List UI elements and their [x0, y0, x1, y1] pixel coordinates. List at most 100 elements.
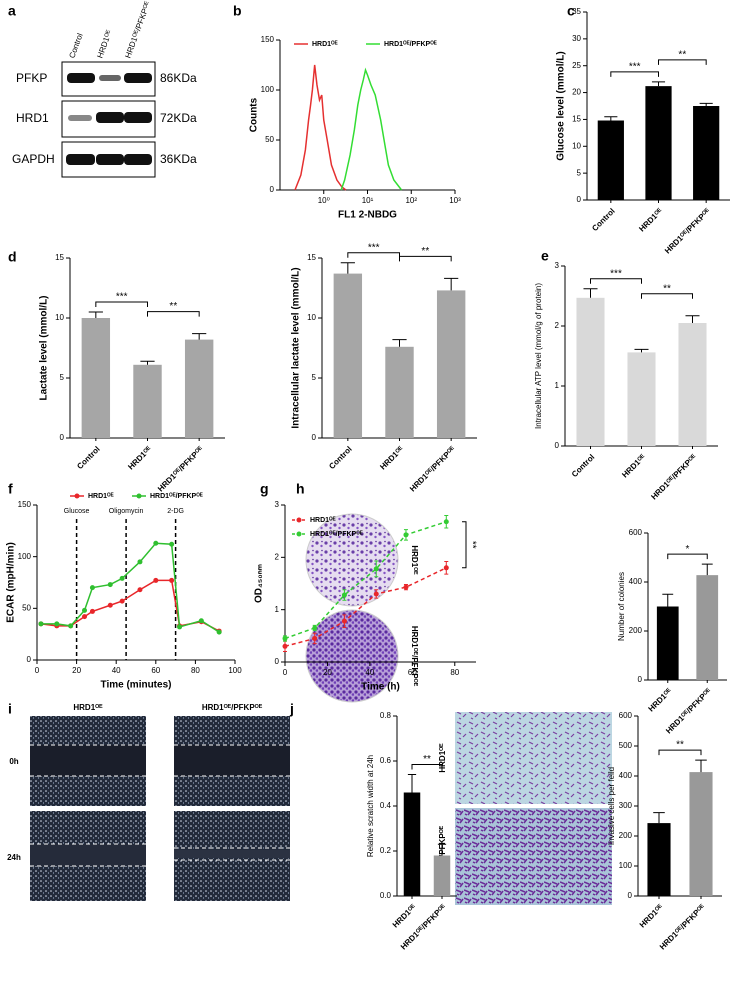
- marker: [341, 618, 347, 624]
- y-tick-label: 0: [628, 891, 633, 900]
- panel-label: j: [289, 701, 294, 717]
- y-axis-label: Glucose level (mmol/L): [556, 51, 567, 160]
- marker: [107, 582, 113, 588]
- bar: [433, 855, 451, 896]
- event-label: Glucose: [64, 508, 90, 515]
- panel-label: h: [296, 481, 305, 497]
- marker: [177, 624, 183, 630]
- x-tick-label: Control: [75, 445, 101, 471]
- significance-bracket: [347, 252, 400, 258]
- bar: [576, 297, 605, 446]
- x-tick-label: HRD1ᴼᴱ: [647, 686, 675, 714]
- marker: [137, 587, 143, 593]
- protein-label: HRD1: [16, 111, 49, 125]
- series-line: [284, 567, 447, 648]
- y-tick-label: 0: [312, 433, 317, 442]
- error-bar: [685, 315, 700, 323]
- band: [66, 154, 95, 165]
- row-label: 24h: [7, 853, 21, 862]
- marker: [403, 584, 409, 590]
- marker: [341, 592, 347, 598]
- legend-marker: [296, 517, 302, 523]
- marker: [38, 621, 44, 627]
- marker: [153, 540, 159, 546]
- y-tick-label: 10: [55, 313, 64, 322]
- legend-label: HRD1ᴼᴱ/PFKPᴼᴱ: [384, 41, 437, 48]
- marker: [282, 635, 288, 641]
- significance-bracket: [590, 278, 642, 284]
- scratch-gap: [30, 844, 146, 866]
- significance-bracket: [399, 255, 452, 262]
- y-tick-label: 100: [261, 85, 275, 94]
- marker: [169, 577, 175, 583]
- bar: [133, 364, 162, 438]
- marker: [312, 625, 318, 631]
- x-tick-label: 100: [228, 666, 242, 675]
- column-label: HRD1ᴼᴱ/PFKPᴼᴱ: [202, 703, 263, 712]
- y-tick-label: 5: [60, 373, 65, 382]
- x-tick-label: Control: [327, 445, 353, 471]
- y-tick-label: 2: [555, 321, 560, 330]
- x-tick-label: HRD1ᴼᴱ/PFKPᴼᴱ: [408, 444, 457, 493]
- panel-label: f: [8, 481, 13, 497]
- y-tick-label: 0: [60, 433, 65, 442]
- y-tick-label: 200: [619, 831, 633, 840]
- band: [99, 75, 121, 81]
- x-tick-label: 80: [450, 668, 459, 677]
- marker: [54, 621, 60, 627]
- x-tick-label: HRD1ᴼᴱ: [637, 206, 665, 234]
- panel-label: d: [8, 249, 17, 265]
- marker: [169, 541, 175, 547]
- significance-bracket: [610, 71, 659, 77]
- x-tick-label: 80: [191, 666, 200, 675]
- series-line: [40, 542, 220, 633]
- colony-plate: [305, 513, 399, 607]
- protein-label: GAPDH: [12, 152, 55, 166]
- legend-label: HRD1ᴼᴱ: [312, 41, 338, 48]
- legend-label: HRD1ᴼᴱ: [88, 493, 114, 500]
- significance-label: **: [466, 541, 477, 549]
- marker: [82, 614, 88, 620]
- significance-bracket: [667, 553, 708, 560]
- y-axis-label: OD₄₅₀ₙₘ: [254, 564, 265, 603]
- marker: [443, 565, 449, 571]
- y-tick-label: 35: [572, 7, 581, 16]
- x-tick-label: 10⁰: [318, 196, 330, 205]
- event-label: Oligomycin: [109, 508, 144, 515]
- significance-bracket: [411, 764, 443, 770]
- error-bar: [651, 81, 666, 87]
- x-tick-label: HRD1ᴼᴱ/PFKPᴼᴱ: [649, 452, 698, 501]
- panel-label: e: [541, 248, 549, 264]
- y-tick-label: 20: [572, 88, 581, 97]
- x-tick-label: 20: [323, 668, 332, 677]
- y-tick-label: 500: [619, 741, 633, 750]
- row-label: HRD1ᴼᴱ: [438, 743, 447, 773]
- bar: [678, 323, 707, 446]
- x-tick-label: 10¹: [362, 196, 374, 205]
- y-tick-label: 5: [577, 168, 582, 177]
- significance-label: **: [169, 301, 177, 312]
- x-tick-label: Control: [590, 207, 616, 233]
- y-axis-label: Intracellular ATP level (mmol/g of prote…: [534, 283, 543, 429]
- x-tick-label: HRD1ᴼᴱ: [378, 444, 406, 472]
- error-bar: [604, 116, 618, 121]
- marker: [153, 577, 159, 583]
- x-tick-label: HRD1ᴼᴱ/PFKPᴼᴱ: [663, 206, 712, 255]
- x-axis-label: Time (minutes): [101, 680, 172, 691]
- y-tick-label: 200: [629, 626, 643, 635]
- y-tick-label: 100: [18, 552, 32, 561]
- marker: [68, 623, 74, 629]
- error-bar: [699, 102, 713, 106]
- y-tick-label: 25: [572, 61, 581, 70]
- marker: [216, 629, 222, 635]
- bar: [645, 86, 672, 200]
- size-label: 72KDa: [160, 111, 197, 125]
- x-tick-label: HRD1ᴼᴱ: [620, 452, 648, 480]
- y-tick-label: 0.2: [380, 846, 392, 855]
- y-tick-label: 15: [307, 253, 316, 262]
- marker: [373, 591, 379, 597]
- x-tick-label: HRD1ᴼᴱ: [391, 902, 419, 930]
- legend-marker: [74, 493, 80, 499]
- y-tick-label: 0: [638, 675, 643, 684]
